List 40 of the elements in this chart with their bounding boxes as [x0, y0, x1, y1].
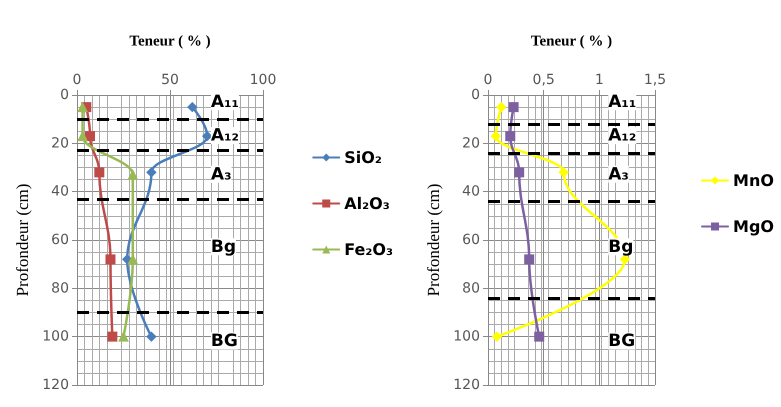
annotation: A₁₂ — [608, 126, 636, 146]
legend-label: Fe₂O₃ — [344, 240, 393, 259]
y-tick-label: 100 — [453, 328, 480, 345]
x-axis-title: Teneur ( % ) — [530, 34, 612, 50]
x-tick-label: 50 — [161, 72, 179, 88]
x-axis-title: Teneur ( % ) — [129, 34, 211, 50]
annotation: BG — [608, 331, 636, 351]
y-tick-label: 0 — [60, 87, 69, 103]
x-tick-label: 0 — [72, 72, 82, 88]
y-tick-label: 20 — [51, 135, 69, 152]
legend-label: MnO — [733, 171, 774, 190]
y-tick-label: 80 — [51, 280, 69, 296]
x-tick-label: 0 — [484, 72, 492, 88]
y-tick-label: 80 — [462, 280, 480, 296]
annotation: A₁₁ — [608, 92, 636, 112]
annotation: A₁₁ — [210, 92, 239, 112]
y-tick-label: 40 — [51, 184, 69, 200]
y-tick-label: 20 — [462, 135, 480, 152]
legend-label: SiO₂ — [344, 148, 382, 167]
x-tick-label: 1,5 — [644, 72, 666, 88]
y-tick-label: 120 — [453, 377, 480, 393]
annotation: A₁₂ — [210, 126, 239, 146]
legend-label: Al₂O₃ — [344, 194, 390, 213]
y-tick-label: 120 — [42, 377, 69, 393]
y-axis-title: Profondeur (cm) — [424, 184, 443, 296]
annotation: A₃ — [608, 164, 629, 184]
y-tick-label: 40 — [462, 184, 480, 200]
legend-label: MgO — [733, 217, 774, 236]
annotation: Bg — [210, 236, 236, 257]
y-tick-label: 60 — [462, 232, 480, 248]
x-tick-label: 0,5 — [532, 72, 555, 88]
x-tick-label: 1 — [594, 72, 604, 88]
y-axis-title: Profondeur (cm) — [13, 184, 32, 296]
annotation: A₃ — [210, 164, 232, 184]
y-tick-label: 60 — [51, 232, 69, 248]
y-tick-label: 100 — [42, 328, 69, 345]
y-tick-label: 0 — [471, 87, 480, 103]
annotation: BG — [210, 331, 238, 351]
x-tick-label: 100 — [250, 72, 276, 88]
annotation: Bg — [608, 236, 634, 257]
